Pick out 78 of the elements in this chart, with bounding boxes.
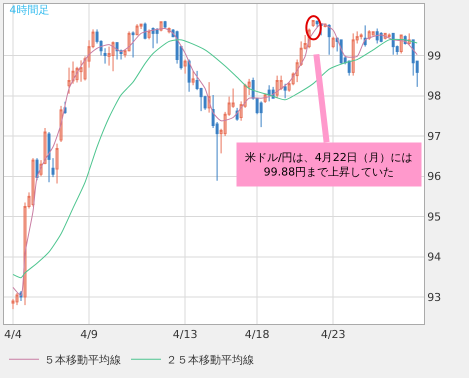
- candlestick: [260, 100, 263, 128]
- candlestick: [92, 28, 95, 49]
- candlestick: [392, 32, 395, 56]
- candlestick: [304, 34, 307, 50]
- candlestick: [184, 59, 187, 74]
- candlestick: [16, 292, 18, 306]
- candlestick: [280, 75, 283, 91]
- candlestick: [232, 88, 235, 108]
- candlestick: [124, 48, 127, 58]
- candlestick: [104, 48, 107, 64]
- x-tick-label: 4/23: [320, 328, 346, 342]
- candlestick: [12, 298, 14, 310]
- candlestick: [332, 36, 335, 49]
- candlestick: [316, 20, 319, 28]
- candlestick: [348, 60, 351, 76]
- candlestick: [160, 20, 163, 32]
- candlestick: [112, 40, 115, 72]
- candlestick: [80, 60, 83, 82]
- legend-label: ２５本移動平均線: [166, 354, 254, 367]
- candlestick: [44, 127, 46, 165]
- candlestick: [352, 32, 355, 76]
- candlestick: [88, 40, 91, 68]
- candlestick: [36, 158, 38, 181]
- candlestick: [32, 158, 34, 207]
- candlestick: [340, 38, 343, 64]
- candlestick: [192, 70, 195, 86]
- candlestick: [48, 132, 50, 183]
- candlestick: [372, 31, 375, 36]
- candlestick: [132, 30, 135, 58]
- y-tick-label: 93: [427, 290, 442, 304]
- candlestick: [56, 143, 59, 184]
- annotation: 米ドル/円は、4月22日（月）には 99.88円まで上昇していた: [245, 151, 413, 178]
- candlestick: [136, 24, 139, 36]
- y-tick-label: 97: [427, 130, 442, 143]
- chart-title: 4時間足: [9, 3, 50, 16]
- candlestick: [288, 82, 291, 92]
- candlestick: [312, 20, 315, 28]
- y-tick-label: 94: [427, 250, 442, 264]
- candlestick: [224, 111, 227, 137]
- candlestick: [228, 96, 231, 116]
- candlestick: [360, 32, 363, 40]
- y-tick-label: 95: [427, 210, 442, 224]
- candlestick: [188, 59, 191, 92]
- y-tick-label: 96: [427, 170, 442, 184]
- candlestick: [28, 192, 30, 209]
- candlestick: [368, 30, 371, 40]
- candlestick: [108, 46, 111, 66]
- y-tick-label: 98: [427, 90, 442, 103]
- candlestick: [72, 61, 75, 84]
- candlestick: [140, 24, 143, 30]
- candlestick: [252, 77, 255, 100]
- candlestick: [376, 28, 379, 44]
- candlestick: [148, 28, 151, 40]
- candlestick: [268, 84, 271, 102]
- x-tick-label: 4/4: [4, 328, 22, 342]
- candlestick: [164, 20, 167, 29]
- candlestick: [52, 158, 54, 178]
- legend-label: ５本移動平均線: [44, 354, 121, 367]
- candlestick: [276, 75, 279, 99]
- candlestick: [248, 78, 251, 96]
- candlestick: [380, 32, 383, 43]
- candlestick: [300, 40, 303, 66]
- candlestick: [128, 30, 131, 52]
- x-tick-label: 4/18: [244, 328, 270, 342]
- candlestick: [220, 128, 223, 154]
- candlestick: [152, 26, 155, 49]
- candlestick: [68, 67, 71, 94]
- candlestick: [84, 56, 87, 81]
- x-tick-label: 4/9: [80, 328, 98, 342]
- candlestick: [328, 24, 331, 56]
- y-tick-label: 99: [427, 49, 442, 62]
- candlestick: [388, 32, 391, 38]
- candlestick: [284, 83, 287, 99]
- candlestick: [144, 22, 147, 40]
- x-tick-label: 4/13: [172, 328, 198, 342]
- candlestick: [364, 24, 367, 48]
- candlestick: [356, 30, 359, 44]
- candlestick: [296, 59, 299, 83]
